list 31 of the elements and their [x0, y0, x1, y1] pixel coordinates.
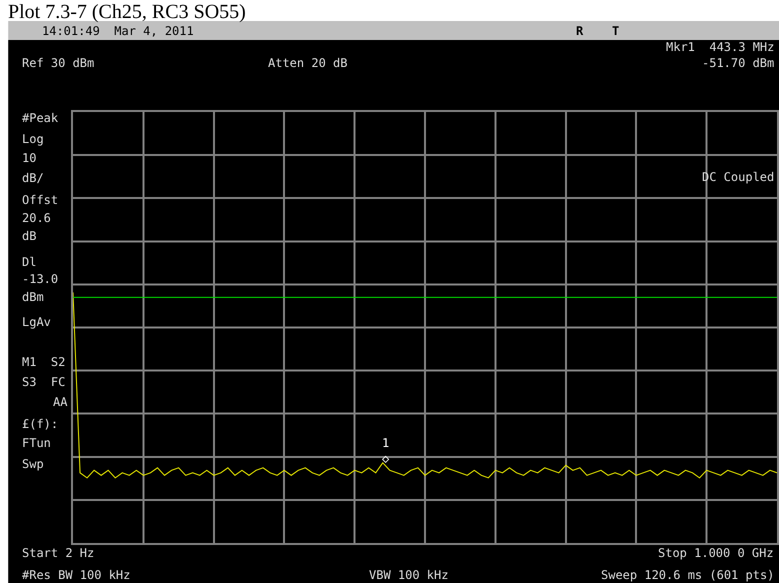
text: LgAv — [22, 315, 51, 329]
annotation: 1 ◇ — [382, 436, 390, 466]
text: #Res BW 100 kHz — [22, 568, 130, 582]
text: Ref 30 dBm — [22, 56, 94, 70]
text: VBW 100 kHz — [369, 568, 448, 582]
text: 14:01:49 Mar 4, 2011 — [42, 24, 194, 38]
text: 20.6 — [22, 211, 51, 225]
text: T — [612, 24, 620, 38]
text: FTun — [22, 436, 51, 450]
text: 10 — [22, 151, 36, 165]
text: Start 2 Hz — [22, 546, 94, 560]
text: AA — [53, 395, 68, 409]
text: £(f): — [22, 417, 58, 431]
text: dB/ — [22, 171, 44, 185]
text: Swp — [22, 457, 44, 471]
text: Offst — [22, 193, 58, 207]
text: -13.0 — [22, 272, 58, 286]
chart-title: Plot 7.3-7 (Ch25, RC3 SO55) — [8, 1, 246, 23]
text: dBm — [22, 290, 44, 304]
text: Dl — [22, 255, 36, 269]
text: Log — [22, 132, 44, 146]
text: Atten 20 dB — [268, 56, 348, 70]
text: Stop 1.000 0 GHz — [658, 546, 774, 560]
text: dB — [22, 229, 36, 243]
text: S3 FC — [22, 375, 66, 389]
text: -51.70 dBm — [702, 56, 774, 70]
text: R — [576, 24, 584, 38]
text: Sweep 120.6 ms (601 pts) — [601, 568, 774, 582]
text: Mkr1 443.3 MHz — [666, 40, 774, 54]
text: M1 S2 — [22, 355, 66, 369]
text: #Peak — [22, 111, 59, 125]
